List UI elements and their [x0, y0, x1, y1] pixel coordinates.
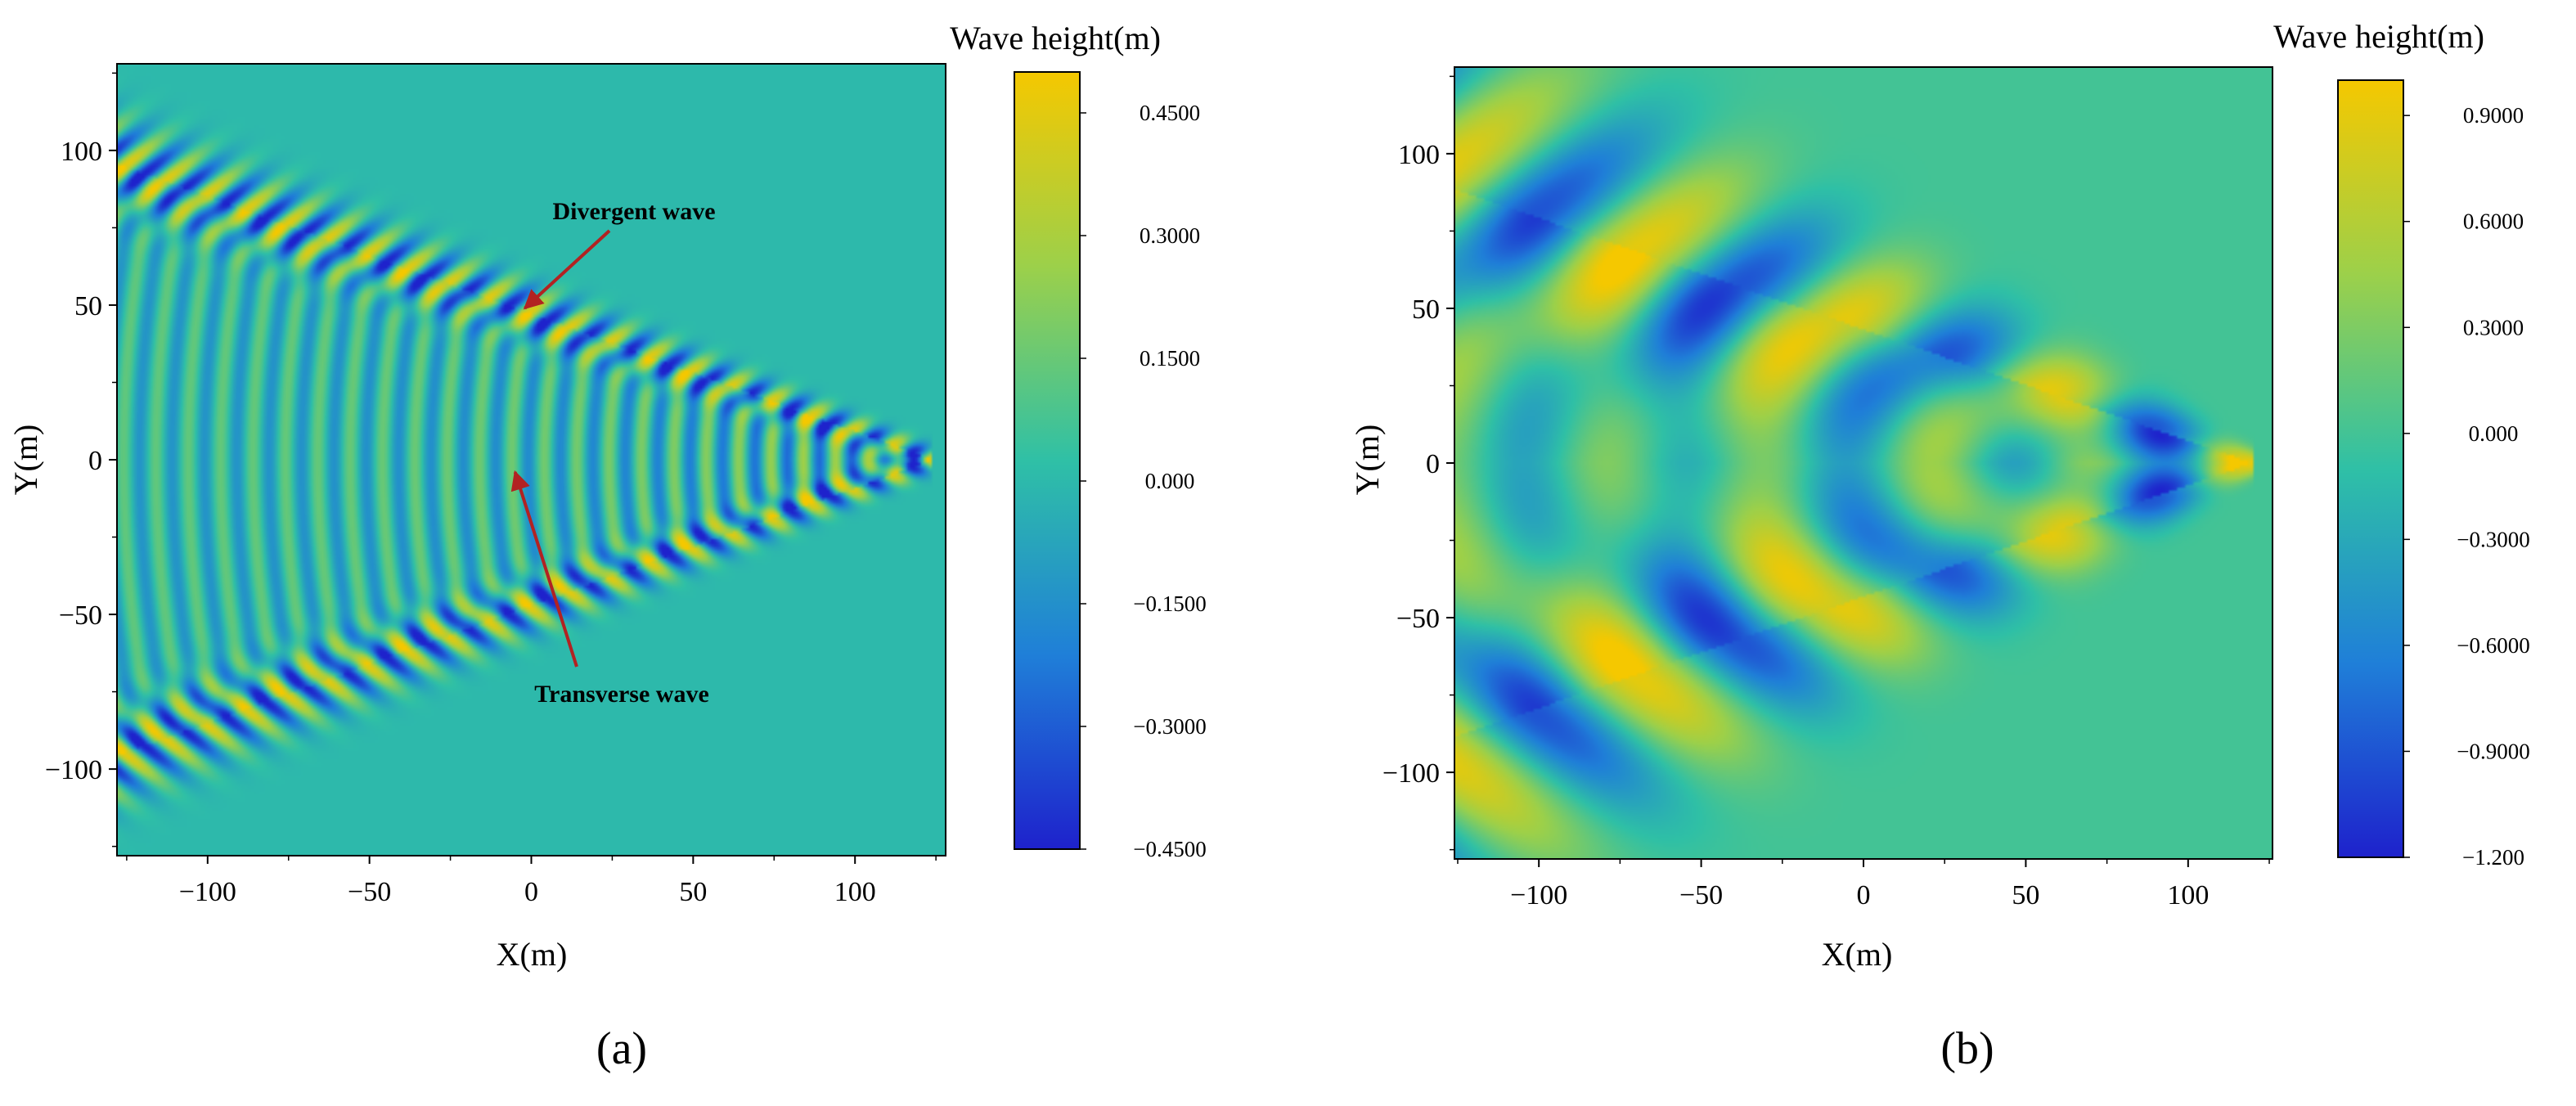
y-tick-label: −50	[59, 600, 102, 631]
y-axis-title: Y(m)	[1349, 425, 1386, 496]
heatmap-field	[117, 64, 946, 856]
colorbar	[1014, 71, 1081, 850]
y-tick-label: 100	[61, 137, 102, 167]
x-tick-label: 100	[834, 877, 876, 907]
y-tick-label: 50	[74, 291, 102, 321]
y-tick-label: 50	[1412, 294, 1440, 325]
annotation-label: Divergent wave	[552, 198, 715, 225]
panel-label: (a)	[596, 1023, 647, 1074]
y-tick-label: −50	[1396, 604, 1440, 634]
colorbar-tick-label: −0.3000	[2457, 527, 2529, 551]
colorbar-title: Wave height(m)	[2273, 18, 2484, 55]
x-tick-label: −50	[1679, 880, 1723, 910]
x-tick-label: 0	[1857, 880, 1871, 910]
colorbar-tick-label: 0.9000	[2463, 103, 2524, 128]
panel-b: −100 −50 0 50 100 100 50 0 −50 −100 X(m) Y(m) Wave h…	[1349, 18, 2530, 1074]
x-tick-label: −100	[179, 877, 236, 907]
heatmap-field	[1454, 67, 2273, 859]
x-axis-title: X(m)	[497, 936, 568, 973]
x-tick-label: 0	[524, 877, 538, 907]
colorbar-title: Wave height(m)	[950, 20, 1161, 56]
x-tick-label: −100	[1510, 880, 1567, 910]
colorbar-tick-label: −1.200	[2462, 845, 2524, 870]
colorbar-tick-label: 0.1500	[1140, 346, 1200, 371]
colorbar-tick-label: 0.000	[1145, 469, 1195, 493]
colorbar-tick-label: 0.3000	[1140, 223, 1200, 248]
y-tick-label: −100	[1382, 758, 1440, 789]
colorbar-tick-label: −0.3000	[1133, 714, 1206, 739]
annotation-arrow	[510, 470, 578, 668]
x-tick-label: −50	[348, 877, 391, 907]
colorbar-tick-label: 0.3000	[2463, 315, 2524, 339]
colorbar	[2337, 79, 2404, 858]
y-tick-label: 100	[1398, 140, 1440, 170]
colorbar-tick-label: −0.9000	[2457, 739, 2529, 763]
y-tick-label: −100	[45, 755, 102, 785]
panel-label: (b)	[1940, 1023, 1994, 1074]
colorbar-tick-label: −0.4500	[1133, 837, 1206, 861]
annotation-arrow	[523, 229, 611, 310]
colorbar-tick-label: −0.6000	[2457, 633, 2529, 658]
colorbar-tick-label: 0.000	[2469, 421, 2519, 446]
x-axis-title: X(m)	[1822, 936, 1893, 973]
x-tick-label: 50	[679, 877, 707, 907]
x-tick-label: 50	[2012, 880, 2039, 910]
y-tick-label: 0	[1426, 449, 1440, 479]
colorbar-tick-label: 0.4500	[1140, 101, 1200, 125]
y-axis-title: Y(m)	[7, 425, 44, 496]
annotation-label: Transverse wave	[534, 681, 709, 708]
colorbar-tick-label: −0.1500	[1133, 591, 1206, 616]
x-tick-label: 100	[2167, 880, 2209, 910]
y-tick-label: 0	[88, 446, 102, 476]
panel-a: −100 −50 0 50 100 100 50 0 −50 −100 X(m) Y(m) Wave h…	[7, 20, 1207, 1074]
colorbar-tick-label: 0.6000	[2463, 209, 2524, 234]
